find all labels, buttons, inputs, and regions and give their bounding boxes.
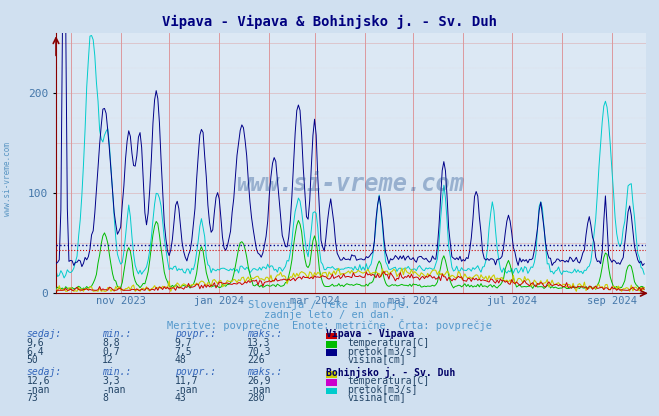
Text: maks.:: maks.: xyxy=(247,367,282,377)
Text: 43: 43 xyxy=(175,393,186,403)
Text: Bohinjsko j. - Sv. Duh: Bohinjsko j. - Sv. Duh xyxy=(326,367,455,378)
Text: -nan: -nan xyxy=(175,385,198,395)
Text: maks.:: maks.: xyxy=(247,329,282,339)
Text: temperatura[C]: temperatura[C] xyxy=(347,376,430,386)
Text: 9,6: 9,6 xyxy=(26,338,44,348)
Text: 70,3: 70,3 xyxy=(247,347,271,357)
Text: sedaj:: sedaj: xyxy=(26,329,61,339)
Text: 9,7: 9,7 xyxy=(175,338,192,348)
Text: 8: 8 xyxy=(102,393,108,403)
Text: zadnje leto / en dan.: zadnje leto / en dan. xyxy=(264,310,395,319)
Text: min.:: min.: xyxy=(102,367,132,377)
Text: pretok[m3/s]: pretok[m3/s] xyxy=(347,385,418,395)
Text: -nan: -nan xyxy=(102,385,126,395)
Text: www.si-vreme.com: www.si-vreme.com xyxy=(3,142,13,216)
Text: temperatura[C]: temperatura[C] xyxy=(347,338,430,348)
Text: višina[cm]: višina[cm] xyxy=(347,355,406,365)
Text: -nan: -nan xyxy=(26,385,50,395)
Text: 8,8: 8,8 xyxy=(102,338,120,348)
Text: 226: 226 xyxy=(247,355,265,365)
Text: 73: 73 xyxy=(26,393,38,403)
Text: 6,4: 6,4 xyxy=(26,347,44,357)
Text: 7,5: 7,5 xyxy=(175,347,192,357)
Text: 280: 280 xyxy=(247,393,265,403)
Text: povpr.:: povpr.: xyxy=(175,329,215,339)
Text: 11,7: 11,7 xyxy=(175,376,198,386)
Text: 26,9: 26,9 xyxy=(247,376,271,386)
Text: 0,7: 0,7 xyxy=(102,347,120,357)
Text: Slovenija / reke in morje.: Slovenija / reke in morje. xyxy=(248,300,411,310)
Text: povpr.:: povpr.: xyxy=(175,367,215,377)
Text: -nan: -nan xyxy=(247,385,271,395)
Text: pretok[m3/s]: pretok[m3/s] xyxy=(347,347,418,357)
Text: višina[cm]: višina[cm] xyxy=(347,393,406,404)
Text: www.si-vreme.com: www.si-vreme.com xyxy=(237,172,465,196)
Text: 48: 48 xyxy=(175,355,186,365)
Text: 50: 50 xyxy=(26,355,38,365)
Text: sedaj:: sedaj: xyxy=(26,367,61,377)
Text: 3,3: 3,3 xyxy=(102,376,120,386)
Text: Vipava - Vipava: Vipava - Vipava xyxy=(326,329,415,339)
Text: 12,6: 12,6 xyxy=(26,376,50,386)
Text: Vipava - Vipava & Bohinjsko j. - Sv. Duh: Vipava - Vipava & Bohinjsko j. - Sv. Duh xyxy=(162,15,497,29)
Text: min.:: min.: xyxy=(102,329,132,339)
Text: Meritve: povprečne  Enote: metrične  Črta: povprečje: Meritve: povprečne Enote: metrične Črta:… xyxy=(167,319,492,331)
Text: 13,3: 13,3 xyxy=(247,338,271,348)
Text: 12: 12 xyxy=(102,355,114,365)
